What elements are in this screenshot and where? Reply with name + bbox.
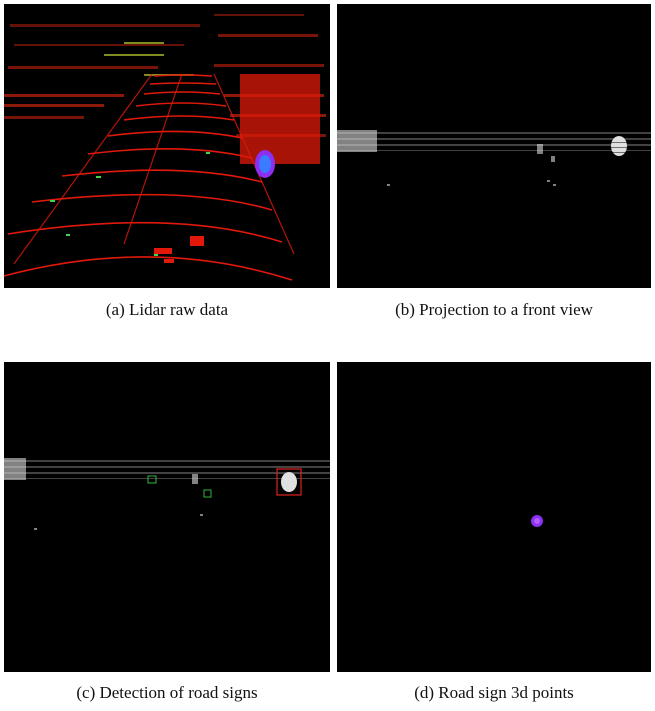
lidar-raw-data-image (4, 4, 330, 288)
road-sign-points-icon (337, 362, 651, 672)
road-sign-detection-image (4, 362, 330, 672)
caption-b: (b) Projection to a front view (395, 300, 593, 319)
caption-a: (a) Lidar raw data (105, 300, 229, 319)
road-sign-3d-points-image (337, 362, 651, 672)
lidar-point-cloud-icon (4, 4, 330, 288)
front-view-projection-image (337, 4, 651, 288)
detection-boxes-icon (4, 362, 330, 672)
caption-d: (d) Road sign 3d points (414, 683, 574, 702)
caption-c: (c) Detection of road signs (76, 683, 258, 702)
front-view-projection-icon (337, 4, 651, 288)
